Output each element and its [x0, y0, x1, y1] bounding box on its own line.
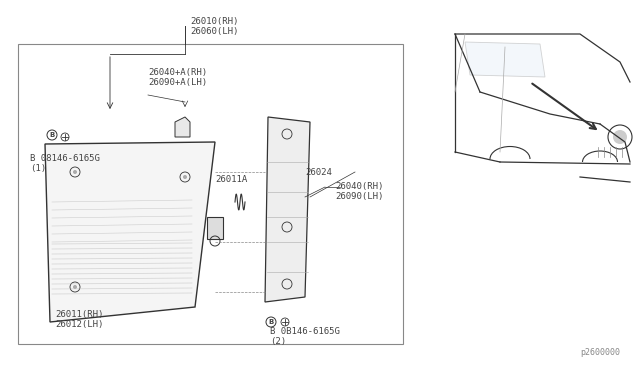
Text: p2600000: p2600000	[580, 348, 620, 357]
Text: B: B	[268, 319, 274, 325]
Polygon shape	[175, 117, 190, 137]
Text: B: B	[49, 132, 54, 138]
Text: 26040+A(RH)
26090+A(LH): 26040+A(RH) 26090+A(LH)	[148, 68, 207, 87]
Circle shape	[73, 285, 77, 289]
Circle shape	[73, 170, 77, 174]
Bar	[207, 217, 223, 239]
Polygon shape	[465, 42, 545, 77]
Text: 26024: 26024	[305, 168, 332, 177]
Text: 26040(RH)
26090(LH): 26040(RH) 26090(LH)	[335, 182, 383, 201]
Text: B 0B146-6165G
(2): B 0B146-6165G (2)	[270, 327, 340, 346]
Text: 26010(RH)
26060(LH): 26010(RH) 26060(LH)	[190, 17, 238, 36]
Text: 26011A: 26011A	[215, 175, 247, 184]
Bar	[18, 44, 403, 344]
Polygon shape	[265, 117, 310, 302]
Text: B 08146-6165G
(1): B 08146-6165G (1)	[30, 154, 100, 173]
Circle shape	[613, 130, 627, 144]
Text: 26011(RH)
26012(LH): 26011(RH) 26012(LH)	[55, 310, 104, 329]
Circle shape	[183, 175, 187, 179]
Polygon shape	[45, 142, 215, 322]
